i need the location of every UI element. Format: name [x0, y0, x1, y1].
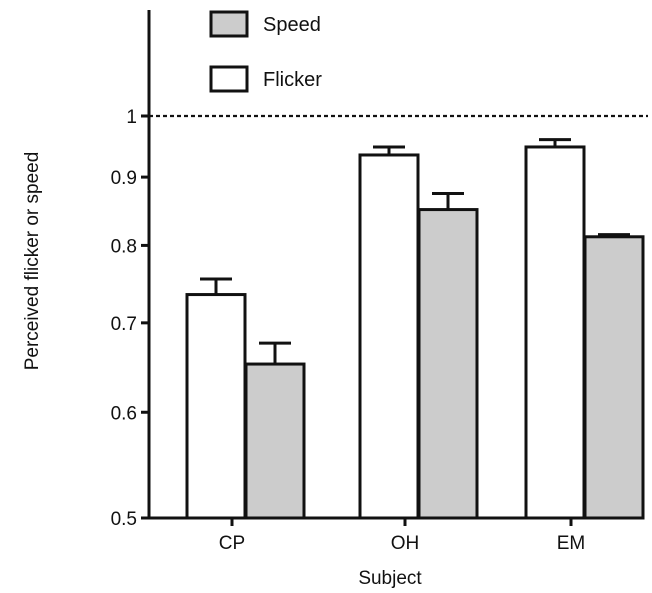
bar-flicker-em — [524, 145, 586, 520]
x-tick-label: CP — [219, 533, 245, 554]
y-axis-title: Perceived flicker or speed — [22, 152, 43, 371]
bar-speed-cp — [244, 362, 306, 520]
legend-swatch-speed — [209, 10, 249, 38]
y-tick-label: 0.5 — [111, 509, 137, 530]
legend-swatch-flicker — [209, 65, 249, 93]
legend-label-speed: Speed — [263, 14, 321, 36]
y-tick-label: 0.8 — [111, 236, 137, 257]
legend-label-flicker: Flicker — [263, 69, 322, 91]
x-tick-label: EM — [557, 533, 586, 554]
y-tick-label: 0.6 — [111, 403, 137, 424]
bar-speed-oh — [417, 208, 479, 520]
y-tick-label: 0.7 — [111, 314, 137, 335]
x-axis-title: Subject — [358, 568, 422, 589]
y-tick-label: 0.9 — [111, 168, 137, 189]
bar-speed-em — [583, 235, 645, 520]
bar-flicker-oh — [358, 153, 420, 520]
bar-flicker-cp — [185, 293, 247, 520]
y-tick-label: 1 — [126, 107, 137, 128]
x-tick-label: OH — [391, 533, 420, 554]
